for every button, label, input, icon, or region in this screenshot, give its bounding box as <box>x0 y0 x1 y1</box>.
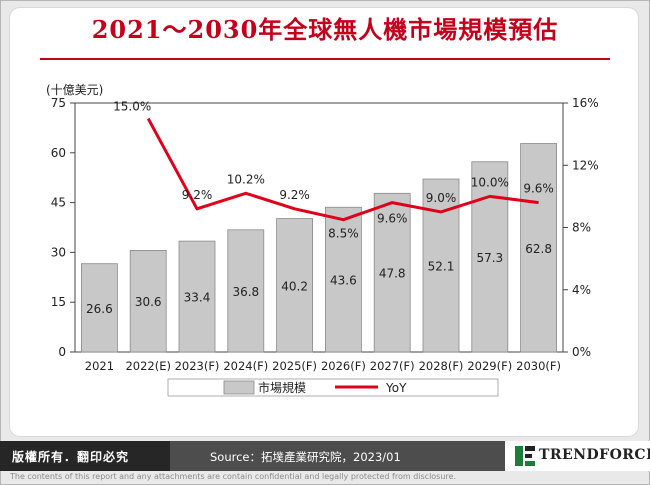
bar <box>227 229 265 353</box>
yoy-value-label: 9.0% <box>426 191 457 205</box>
bar-value-label: 57.3 <box>476 251 503 265</box>
x-tick-label: 2027(F) <box>370 359 415 373</box>
footer-rights-block: 版權所有．翻印必究 <box>0 441 170 471</box>
yoy-line-series <box>146 117 539 222</box>
yoy-value-labels: 15.0% 9.2% 10.2% 9.2% 8.5% 9.6% 9.0% 10.0% 9.6% <box>113 100 554 241</box>
y2-tick-label: 4% <box>572 283 591 297</box>
yoy-line <box>146 117 539 222</box>
title-underline <box>40 58 610 60</box>
bar-value-label: 36.8 <box>232 285 259 299</box>
bar-value-label: 62.8 <box>525 242 552 256</box>
bar <box>276 218 314 353</box>
chart-axes: 0 15 30 45 60 75 0% 4% 8% 12% 16% (十億美元) 2021 2022(E)… <box>46 83 599 373</box>
bar <box>471 161 509 353</box>
yoy-value-label: 15.0% <box>113 100 151 114</box>
bar <box>81 263 118 353</box>
yoy-value-label: 10.2% <box>227 172 265 186</box>
legend-bar-label: 市場規模 <box>258 380 306 395</box>
x-tick-label: 2022(E) <box>125 359 171 373</box>
source-text: Source：拓墣產業研究院，2023/01 <box>210 450 401 464</box>
x-tick-label: 2030(F) <box>516 359 561 373</box>
bar-value-labels: 26.6 30.6 33.4 36.8 40.2 43.6 47.8 52.1 57.3 62.8 <box>86 242 552 316</box>
legend-bar-swatch <box>223 380 255 395</box>
y2-tick-label: 8% <box>572 221 591 235</box>
chart-svg: 0 15 30 45 60 75 0% 4% 8% 12% 16% (十億美元) 2021 2022(E)… <box>46 83 599 397</box>
yoy-value-label: 9.2% <box>182 188 213 202</box>
y2-tick-label: 0% <box>572 345 591 359</box>
y-tick-label: 30 <box>51 245 66 259</box>
yoy-value-label: 8.5% <box>328 227 359 241</box>
legend-line-label: YoY <box>385 381 407 395</box>
x-tick-label: 2029(F) <box>467 359 512 373</box>
legend-box <box>167 378 499 397</box>
logo-text: TRENDFORCE <box>539 447 650 463</box>
bar <box>178 240 216 353</box>
x-tick-label: 2024(F) <box>223 359 268 373</box>
bar <box>373 192 411 353</box>
y-tick-label: 45 <box>51 196 66 210</box>
rights-text: 版權所有．翻印必究 <box>12 450 130 464</box>
disclaimer-text: The contents of this report and any atta… <box>10 472 456 481</box>
x-tick-label: 2028(F) <box>419 359 464 373</box>
y-unit-label: (十億美元) <box>46 83 103 97</box>
yoy-value-label: 9.6% <box>377 212 408 226</box>
y2-tick-label: 12% <box>572 158 599 172</box>
bar-value-label: 26.6 <box>86 302 113 316</box>
y2-tick-label: 16% <box>572 96 599 110</box>
y-tick-label: 0 <box>58 345 66 359</box>
bar-value-label: 47.8 <box>379 267 406 281</box>
x-tick-label: 2025(F) <box>272 359 317 373</box>
legend: 市場規模 YoY <box>167 378 499 397</box>
bar-value-label: 43.6 <box>330 274 357 288</box>
chart-title: 2021～2030年全球無人機市場規模預估 <box>91 15 559 44</box>
bar <box>324 206 362 353</box>
x-tick-label: 2023(F) <box>175 359 220 373</box>
x-tick-label: 2021 <box>85 359 114 373</box>
trendforce-mark-icon <box>515 446 535 466</box>
bar-value-label: 40.2 <box>281 279 308 293</box>
y-tick-label: 15 <box>51 295 66 309</box>
x-tick-label: 2026(F) <box>321 359 366 373</box>
yoy-value-label: 10.0% <box>471 175 509 189</box>
y-tick-label: 60 <box>51 146 66 160</box>
bar-value-label: 33.4 <box>184 291 211 305</box>
yoy-value-label: 9.6% <box>523 182 554 196</box>
bar <box>129 250 167 353</box>
bar-value-label: 52.1 <box>428 260 455 274</box>
bar-series <box>81 143 557 353</box>
trendforce-logo: TRENDFORCE <box>505 441 650 471</box>
y-tick-label: 75 <box>51 96 66 110</box>
bar-value-label: 30.6 <box>135 295 162 309</box>
yoy-value-label: 9.2% <box>279 188 310 202</box>
bar <box>520 143 557 353</box>
